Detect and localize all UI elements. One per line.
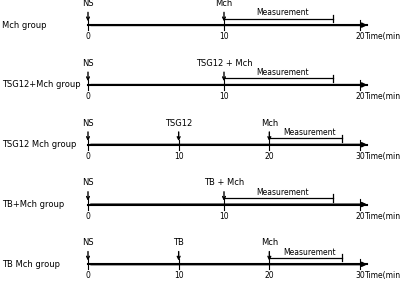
Text: Mch group: Mch group	[2, 21, 46, 30]
Text: Time(min): Time(min)	[365, 212, 400, 221]
Text: NS: NS	[82, 0, 94, 8]
Text: Time(min): Time(min)	[365, 32, 400, 41]
Text: NS: NS	[82, 179, 94, 187]
Text: 20: 20	[264, 152, 274, 161]
Text: Measurement: Measurement	[256, 68, 309, 77]
Text: 30: 30	[355, 271, 365, 280]
Text: 0: 0	[86, 152, 90, 161]
Text: TSG12: TSG12	[165, 119, 192, 128]
Text: TB: TB	[173, 238, 184, 247]
Text: Measurement: Measurement	[283, 128, 336, 137]
Text: 0: 0	[86, 212, 90, 221]
Text: Time(min): Time(min)	[365, 152, 400, 161]
Text: TB+Mch group: TB+Mch group	[2, 200, 64, 209]
Text: 20: 20	[355, 212, 365, 221]
Text: TSG12 Mch group: TSG12 Mch group	[2, 140, 76, 149]
Text: 20: 20	[355, 92, 365, 101]
Text: NS: NS	[82, 59, 94, 68]
Text: 30: 30	[355, 152, 365, 161]
Text: 0: 0	[86, 271, 90, 280]
Text: 10: 10	[219, 212, 229, 221]
Text: Mch: Mch	[215, 0, 233, 8]
Text: Measurement: Measurement	[283, 248, 336, 257]
Text: 10: 10	[174, 152, 184, 161]
Text: 10: 10	[219, 32, 229, 41]
Text: Time(min): Time(min)	[365, 92, 400, 101]
Text: 10: 10	[219, 92, 229, 101]
Text: 0: 0	[86, 32, 90, 41]
Text: TB + Mch: TB + Mch	[204, 179, 244, 187]
Text: 20: 20	[355, 32, 365, 41]
Text: Mch: Mch	[261, 119, 278, 128]
Text: NS: NS	[82, 238, 94, 247]
Text: TB Mch group: TB Mch group	[2, 260, 60, 269]
Text: 10: 10	[174, 271, 184, 280]
Text: Time(min): Time(min)	[365, 271, 400, 280]
Text: 0: 0	[86, 92, 90, 101]
Text: Measurement: Measurement	[256, 188, 309, 197]
Text: TSG12+Mch group: TSG12+Mch group	[2, 80, 81, 89]
Text: Measurement: Measurement	[256, 8, 309, 17]
Text: Mch: Mch	[261, 238, 278, 247]
Text: NS: NS	[82, 119, 94, 128]
Text: TSG12 + Mch: TSG12 + Mch	[196, 59, 252, 68]
Text: 20: 20	[264, 271, 274, 280]
